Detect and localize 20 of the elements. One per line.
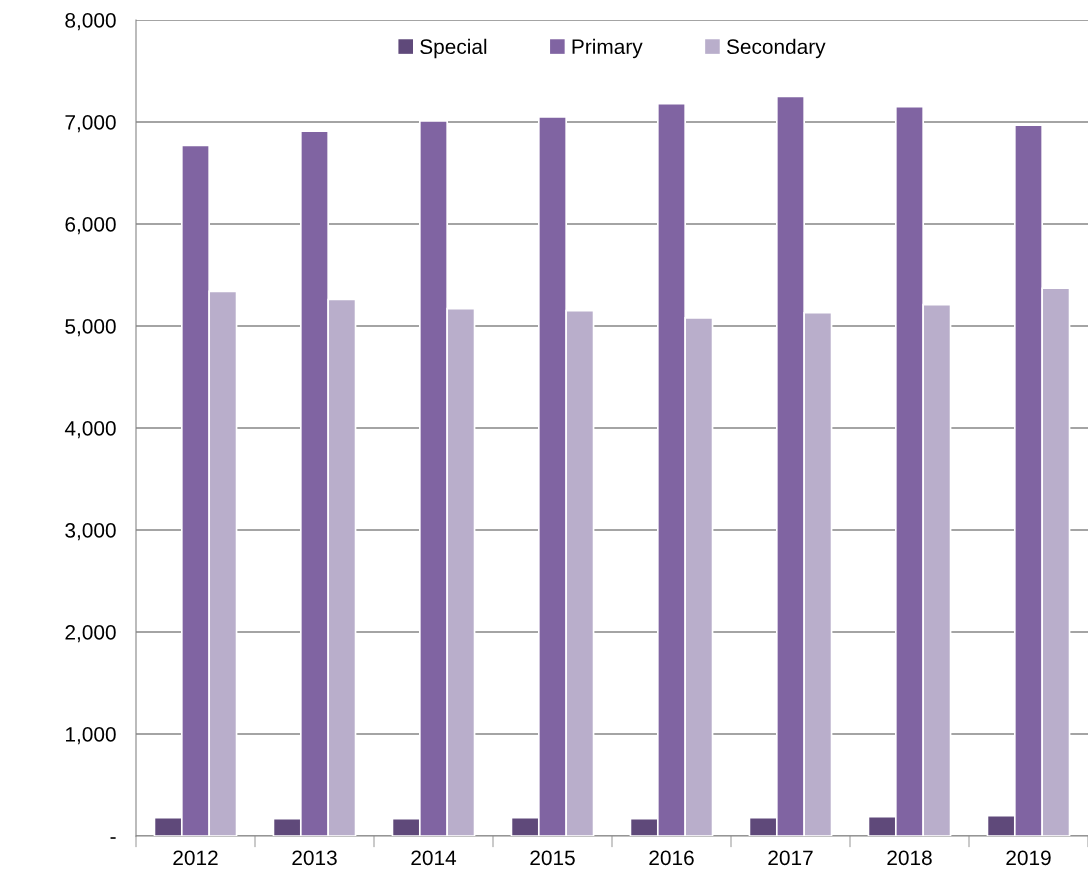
- x-tick-label: 2013: [292, 850, 337, 866]
- y-tick-label: 7,000: [65, 115, 116, 133]
- x-tick-label: 2018: [887, 850, 932, 866]
- legend-label: Secondary: [726, 38, 826, 59]
- y-tick-label: 3,000: [65, 523, 116, 541]
- x-tick-label: 2015: [530, 850, 575, 866]
- legend-label: Special: [420, 38, 487, 59]
- x-tick-label: 2014: [411, 850, 457, 866]
- y-tick-label: 6,000: [65, 217, 116, 235]
- x-tick-label: 2012: [173, 850, 218, 866]
- y-tick-label: -: [110, 837, 116, 839]
- y-tick-label: 2,000: [65, 625, 116, 643]
- y-tick-label: 4,000: [64, 421, 116, 439]
- x-tick-label: 2017: [768, 850, 813, 866]
- y-tick-label: 1,000: [66, 727, 116, 745]
- x-tick-label: 2016: [649, 850, 694, 866]
- legend-label: Primary: [572, 38, 643, 59]
- x-tick-label: 2019: [1006, 850, 1051, 866]
- y-tick-label: 5,000: [65, 319, 116, 337]
- y-tick-label: 8,000: [65, 13, 116, 31]
